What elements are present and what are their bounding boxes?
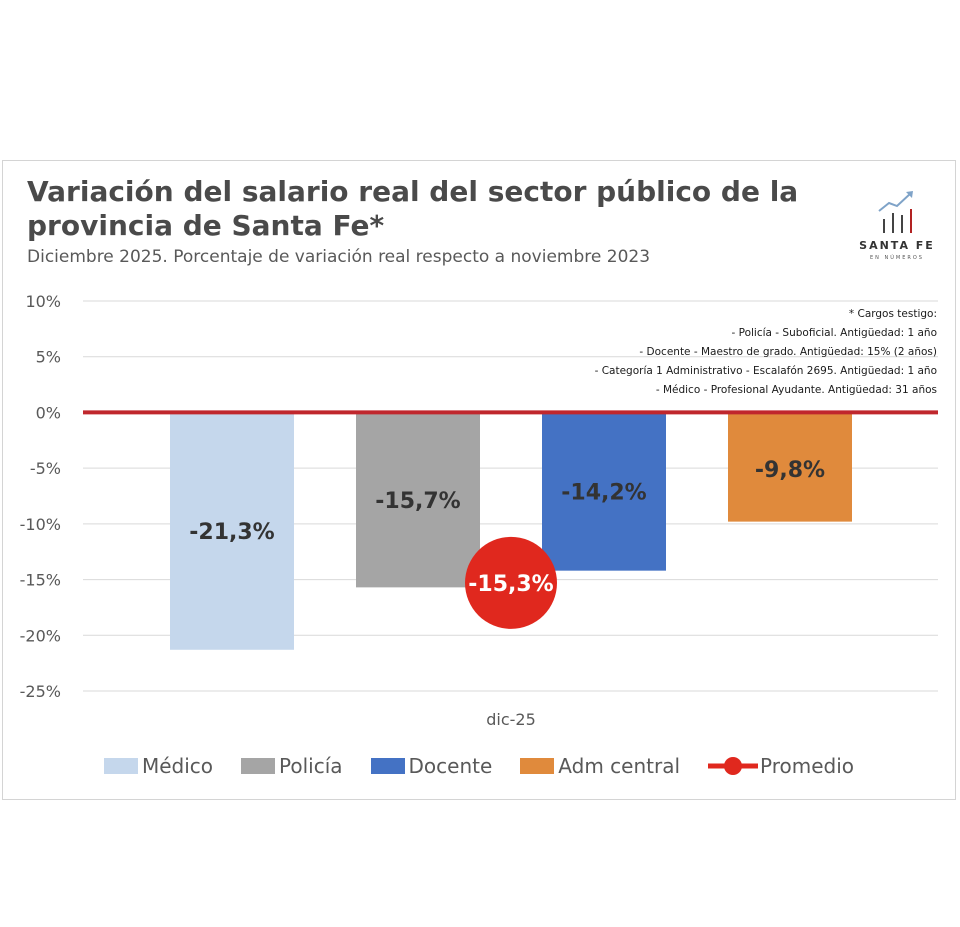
bar-docente	[542, 412, 666, 571]
chart-subtitle: Diciembre 2025. Porcentaje de variación …	[27, 247, 651, 267]
note-line: - Médico - Profesional Ayudante. Antigüe…	[655, 384, 937, 396]
legend-swatch	[241, 758, 276, 774]
legend-swatch	[520, 758, 555, 774]
note-line: * Cargos testigo:	[848, 308, 937, 320]
brand-name: SANTA FE	[859, 239, 935, 252]
legend-item-docente: Docente	[370, 754, 493, 778]
y-tick-label: -10%	[20, 515, 61, 534]
legend-label: Médico	[141, 754, 214, 778]
bars	[170, 412, 852, 650]
y-tick-label: -5%	[30, 459, 61, 478]
note-line: - Docente - Maestro de grado. Antigüedad…	[639, 346, 937, 358]
average-label: -15,3%	[468, 572, 553, 597]
legend-swatch	[370, 758, 405, 774]
legend-item-policia: Policía	[241, 754, 343, 778]
y-tick-label: 10%	[25, 292, 61, 311]
x-category-label: dic-25	[486, 710, 536, 729]
note-line: - Categoría 1 Administrativo - Escalafón…	[594, 365, 937, 377]
notes-block: * Cargos testigo: - Policía - Suboficial…	[595, 305, 937, 400]
bar-labels: -21,3% -15,7% -14,2% -9,8%	[189, 458, 825, 545]
legend-label: Adm central	[558, 754, 681, 778]
chart-card: Variación del salario real del sector pú…	[2, 160, 956, 800]
average-marker	[465, 536, 557, 629]
bar-policía	[356, 412, 480, 588]
y-tick-label: 0%	[36, 403, 61, 422]
y-tick-label: -25%	[20, 682, 61, 701]
bar-médico	[170, 412, 294, 650]
data-label: -14,2%	[561, 481, 646, 506]
brand-tagline: EN NÚMEROS	[870, 255, 924, 261]
chart-title: Variación del salario real del sector pú…	[27, 175, 799, 242]
chart-plot: 10%5%0%-5%-10%-15%-20%-25% -21,3%-15,7% -…	[20, 292, 938, 729]
y-tick-label: -15%	[20, 571, 61, 590]
legend-label: Promedio	[760, 754, 855, 778]
legend-label: Docente	[408, 754, 493, 778]
y-tick-label: -20%	[20, 626, 61, 645]
data-label: -9,8%	[755, 458, 825, 483]
trend-chart-icon	[878, 191, 913, 233]
legend-swatch	[103, 758, 138, 774]
legend-marker-icon	[708, 757, 759, 775]
legend-item-medico: Médico	[103, 754, 214, 778]
legend-label: Policía	[279, 754, 343, 778]
data-label: -21,3%	[189, 520, 274, 545]
legend-item-promedio: Promedio	[708, 754, 854, 778]
legend-item-adm-central: Adm central	[520, 754, 680, 778]
brand-logo-block: SANTA FE EN NÚMEROS	[855, 189, 939, 265]
average-marker-layer: -15,3%	[465, 536, 557, 629]
note-line: - Policía - Suboficial. Antigüedad: 1 añ…	[731, 327, 938, 339]
data-label: -15,7%	[375, 489, 460, 514]
y-tick-label: 5%	[36, 348, 61, 367]
bar-adm-central	[728, 412, 852, 522]
x-axis-categories: dic-25	[486, 710, 536, 729]
legend: Médico Policía Docente Adm central Prome…	[3, 751, 955, 781]
y-axis-ticks: 10% 5% 0% -5% -10% -15% -20% -25%	[20, 292, 61, 701]
